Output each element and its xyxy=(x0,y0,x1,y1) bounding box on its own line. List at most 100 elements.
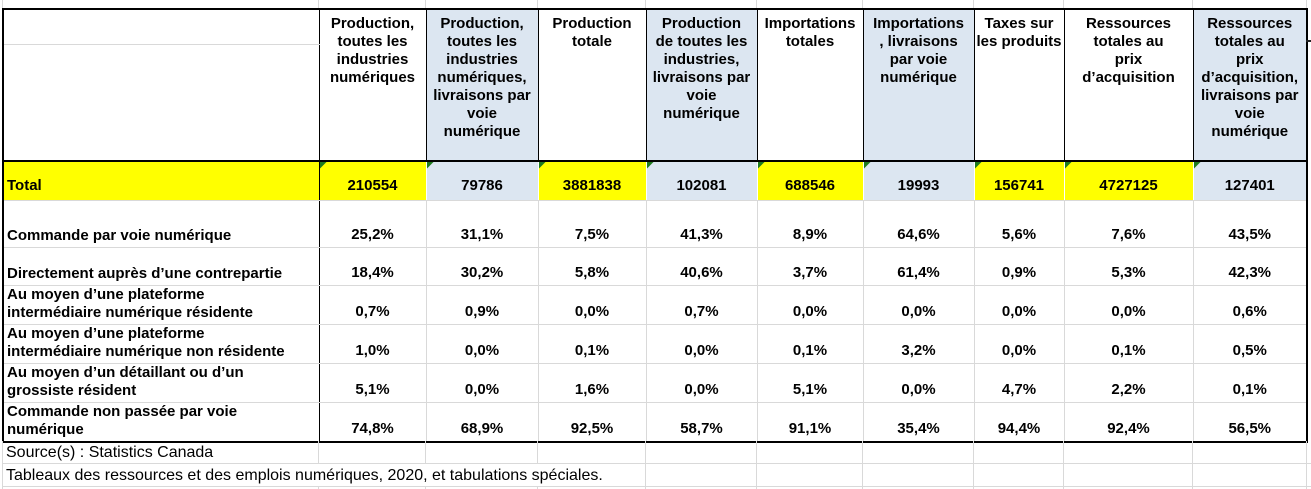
total-value-cell[interactable]: 210554 xyxy=(318,161,427,201)
percent-value-cell[interactable]: 8,9% xyxy=(756,200,864,248)
percent-value-cell[interactable]: 3,7% xyxy=(756,247,864,286)
percent-value-cell[interactable]: 0,9% xyxy=(973,247,1065,286)
row-label-cell[interactable]: Commande non passée par voie numérique xyxy=(3,402,320,442)
percent-value-cell[interactable]: 0,0% xyxy=(425,363,539,403)
error-indicator-icon xyxy=(320,162,327,169)
source-text[interactable]: Source(s) : Statistics Canada xyxy=(6,444,214,461)
gridline xyxy=(318,441,319,463)
percent-value-cell[interactable]: 4,7% xyxy=(973,363,1065,403)
error-indicator-icon xyxy=(864,162,871,169)
total-value-cell[interactable]: 127401 xyxy=(1192,161,1308,201)
percent-value-cell[interactable]: 7,5% xyxy=(537,200,647,248)
percent-value-cell[interactable]: 0,0% xyxy=(973,285,1065,325)
percent-value-cell[interactable]: 1,6% xyxy=(537,363,647,403)
total-value-cell[interactable]: 688546 xyxy=(756,161,864,201)
gridline xyxy=(537,441,538,463)
percent-value-cell[interactable]: 61,4% xyxy=(862,247,975,286)
percent-value-cell[interactable]: 58,7% xyxy=(645,402,758,442)
percent-value-cell[interactable]: 18,4% xyxy=(318,247,427,286)
total-value-cell[interactable]: 3881838 xyxy=(537,161,647,201)
percent-value-cell[interactable]: 0,1% xyxy=(756,324,864,364)
corner-cell-bottom[interactable] xyxy=(3,44,320,162)
percent-value-cell[interactable]: 0,6% xyxy=(1192,285,1308,325)
gridline xyxy=(1306,441,1307,463)
total-row-label[interactable]: Total xyxy=(3,161,320,201)
percent-value-cell[interactable]: 5,1% xyxy=(318,363,427,403)
percent-value-cell[interactable]: 91,1% xyxy=(756,402,864,442)
percent-value-cell[interactable]: 3,2% xyxy=(862,324,975,364)
percent-value-cell[interactable]: 94,4% xyxy=(973,402,1065,442)
column-header-4[interactable]: Production de toutes les industries, livrai… xyxy=(645,9,758,162)
column-header-1[interactable]: Production, toutes les industries numérique… xyxy=(318,9,427,162)
percent-value-cell[interactable]: 0,0% xyxy=(862,285,975,325)
gridline xyxy=(1192,0,1193,8)
percent-value-cell[interactable]: 0,0% xyxy=(537,285,647,325)
percent-value-cell[interactable]: 92,5% xyxy=(537,402,647,442)
percent-value-cell[interactable]: 1,0% xyxy=(318,324,427,364)
row-label-cell[interactable]: Au moyen d’une plateforme intermédiaire n… xyxy=(3,324,320,364)
gridline xyxy=(756,0,757,8)
column-header-9[interactable]: Ressources totales au prix d’acquisition, li… xyxy=(1192,9,1308,162)
row-label-cell[interactable]: Commande par voie numérique xyxy=(3,200,320,248)
gridline xyxy=(645,486,646,489)
percent-value-cell[interactable]: 0,7% xyxy=(645,285,758,325)
percent-value-cell[interactable]: 7,6% xyxy=(1063,200,1194,248)
percent-value-cell[interactable]: 5,8% xyxy=(537,247,647,286)
total-value-cell[interactable]: 4727125 xyxy=(1063,161,1194,201)
percent-value-cell[interactable]: 25,2% xyxy=(318,200,427,248)
row-label-cell[interactable]: Au moyen d’un détaillant ou d’un grossist… xyxy=(3,363,320,403)
gridline xyxy=(645,441,646,463)
column-header-3[interactable]: Production totale xyxy=(537,9,647,162)
percent-value-cell[interactable]: 43,5% xyxy=(1192,200,1308,248)
percent-value-cell[interactable]: 0,0% xyxy=(645,363,758,403)
percent-value-cell[interactable]: 74,8% xyxy=(318,402,427,442)
column-header-7[interactable]: Taxes sur les produits xyxy=(973,9,1065,162)
gridline xyxy=(1306,0,1307,8)
percent-value-cell[interactable]: 0,1% xyxy=(537,324,647,364)
error-indicator-icon xyxy=(647,162,654,169)
percent-value-cell[interactable]: 0,0% xyxy=(756,285,864,325)
percent-value-cell[interactable]: 2,2% xyxy=(1063,363,1194,403)
gridline xyxy=(1063,0,1064,8)
column-header-6[interactable]: Importations, livraisons par voie numériqu… xyxy=(862,9,975,162)
percent-value-cell[interactable]: 41,3% xyxy=(645,200,758,248)
percent-value-cell[interactable]: 0,1% xyxy=(1063,324,1194,364)
note-text[interactable]: Tableaux des ressources et des emplois n… xyxy=(6,467,603,484)
total-value-cell[interactable]: 156741 xyxy=(973,161,1065,201)
percent-value-cell[interactable]: 0,0% xyxy=(645,324,758,364)
row-label-cell[interactable]: Directement auprès d’une contrepartie xyxy=(3,247,320,286)
percent-value-cell[interactable]: 68,9% xyxy=(425,402,539,442)
column-header-5[interactable]: Importations totales xyxy=(756,9,864,162)
percent-value-cell[interactable]: 42,3% xyxy=(1192,247,1308,286)
percent-value-cell[interactable]: 0,0% xyxy=(425,324,539,364)
percent-value-cell[interactable]: 64,6% xyxy=(862,200,975,248)
column-header-8[interactable]: Ressources totales au prix d’acquisition xyxy=(1063,9,1194,162)
row-label-cell[interactable]: Au moyen d’une plateforme intermédiaire n… xyxy=(3,285,320,325)
column-header-2[interactable]: Production, toutes les industries numérique… xyxy=(425,9,539,162)
percent-value-cell[interactable]: 30,2% xyxy=(425,247,539,286)
percent-value-cell[interactable]: 92,4% xyxy=(1063,402,1194,442)
percent-value-cell[interactable]: 56,5% xyxy=(1192,402,1308,442)
percent-value-cell[interactable]: 31,1% xyxy=(425,200,539,248)
percent-value-cell[interactable]: 0,0% xyxy=(973,324,1065,364)
total-value-cell[interactable]: 102081 xyxy=(645,161,758,201)
percent-value-cell[interactable]: 0,1% xyxy=(1192,363,1308,403)
percent-value-cell[interactable]: 0,5% xyxy=(1192,324,1308,364)
percent-value-cell[interactable]: 0,9% xyxy=(425,285,539,325)
percent-value-cell[interactable]: 5,6% xyxy=(973,200,1065,248)
percent-value-cell[interactable]: 0,0% xyxy=(862,363,975,403)
corner-cell-top[interactable] xyxy=(3,9,320,45)
gridline xyxy=(2,463,1311,464)
percent-value-cell[interactable]: 0,7% xyxy=(318,285,427,325)
percent-value-cell[interactable]: 35,4% xyxy=(862,402,975,442)
gridline xyxy=(1306,486,1307,489)
percent-value-cell[interactable]: 5,3% xyxy=(1063,247,1194,286)
gridline xyxy=(1306,40,1311,42)
percent-value-cell[interactable]: 5,1% xyxy=(756,363,864,403)
percent-value-cell[interactable]: 40,6% xyxy=(645,247,758,286)
total-value-cell[interactable]: 79786 xyxy=(425,161,539,201)
percent-value-cell[interactable]: 0,0% xyxy=(1063,285,1194,325)
gridline xyxy=(862,441,863,463)
gridline xyxy=(2,0,3,8)
total-value-cell[interactable]: 19993 xyxy=(862,161,975,201)
